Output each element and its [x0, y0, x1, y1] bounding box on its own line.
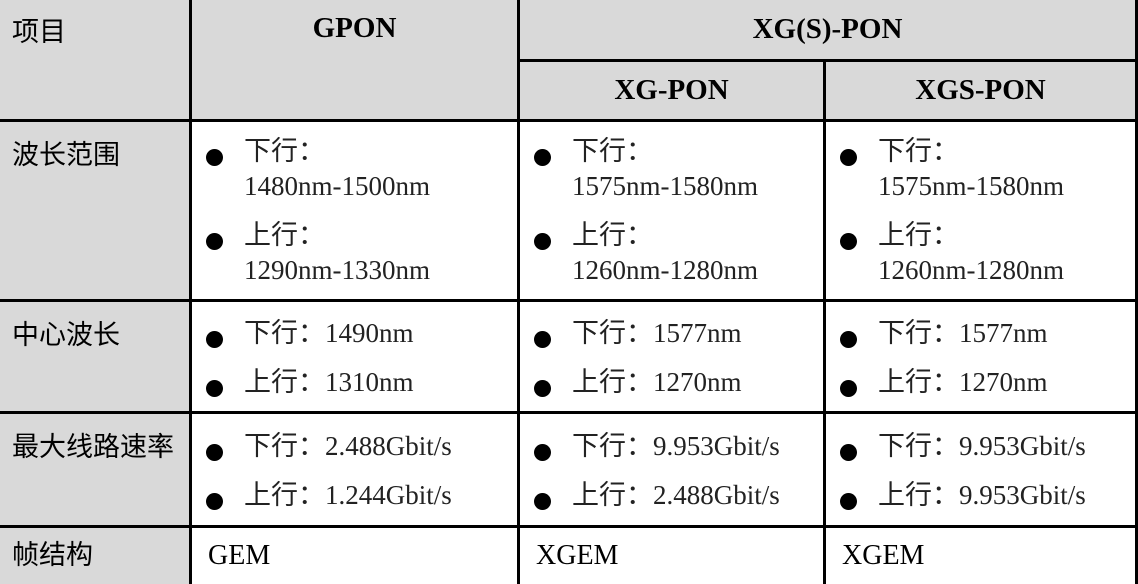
frame-structure-value: GEM: [208, 540, 271, 571]
frame-structure-value: XGEM: [536, 540, 619, 571]
cell-xg-pon-center-wavelength: 下行：1577nm 上行：1270nm: [520, 302, 826, 414]
cell-xgs-pon-center-wavelength: 下行：1577nm 上行：1270nm: [826, 302, 1138, 414]
bullet-text: 上行：9.953Gbit/s: [878, 480, 1086, 510]
bullet-icon: [206, 493, 223, 510]
bullet-icon: [206, 233, 223, 250]
bullet-icon: [534, 380, 551, 397]
header-xgs-pon: XGS-PON: [826, 62, 1138, 122]
bullet-text: 上行：1310nm: [244, 367, 414, 397]
row-label-center-wavelength: 中心波长: [0, 302, 192, 414]
cell-gpon-frame-structure: GEM: [192, 528, 520, 584]
bullet-text: 下行：1577nm: [572, 318, 742, 348]
header-item: 项目: [0, 0, 192, 122]
bullet-icon: [840, 444, 857, 461]
bullet-text: 上行：2.488Gbit/s: [572, 480, 780, 510]
bullet-text-value: 1260nm-1280nm: [878, 255, 1064, 285]
bullet-text-value: 1480nm-1500nm: [244, 171, 430, 201]
cell-gpon-wavelength-range: 下行： 1480nm-1500nm 上行： 1290nm-1330nm: [192, 122, 520, 302]
cell-xg-pon-frame-structure: XGEM: [520, 528, 826, 584]
bullet-text: 下行：9.953Gbit/s: [878, 431, 1086, 461]
cell-xgs-pon-wavelength-range: 下行： 1575nm-1580nm 上行： 1260nm-1280nm: [826, 122, 1138, 302]
bullet-text: 下行：2.488Gbit/s: [244, 431, 452, 461]
bullet-text: 下行：: [572, 136, 653, 166]
bullet-icon: [840, 149, 857, 166]
bullet-text: 上行：1270nm: [572, 367, 742, 397]
frame-structure-value: XGEM: [842, 540, 925, 571]
bullet-text: 下行：: [878, 136, 959, 166]
bullet-text: 上行：: [244, 220, 325, 250]
bullet-text: 下行：1577nm: [878, 318, 1048, 348]
bullet-icon: [840, 493, 857, 510]
bullet-icon: [206, 444, 223, 461]
bullet-icon: [840, 380, 857, 397]
bullet-text: 下行：1490nm: [244, 318, 414, 348]
bullet-text: 上行：1270nm: [878, 367, 1048, 397]
row-label-max-line-rate: 最大线路速率: [0, 414, 192, 528]
bullet-text: 上行：1.244Gbit/s: [244, 480, 452, 510]
header-gpon: GPON: [192, 0, 520, 122]
cell-xgs-pon-max-line-rate: 下行：9.953Gbit/s 上行：9.953Gbit/s: [826, 414, 1138, 528]
row-label-frame-structure: 帧结构: [0, 528, 192, 584]
bullet-text-value: 1260nm-1280nm: [572, 255, 758, 285]
bullet-text: 下行：: [244, 136, 325, 166]
bullet-icon: [840, 331, 857, 348]
bullet-icon: [534, 233, 551, 250]
bullet-text: 下行：9.953Gbit/s: [572, 431, 780, 461]
bullet-icon: [534, 493, 551, 510]
cell-xgs-pon-frame-structure: XGEM: [826, 528, 1138, 584]
bullet-icon: [206, 149, 223, 166]
bullet-text: 上行：: [878, 220, 959, 250]
bullet-text: 上行：: [572, 220, 653, 250]
bullet-text-value: 1290nm-1330nm: [244, 255, 430, 285]
row-label-wavelength-range: 波长范围: [0, 122, 192, 302]
bullet-icon: [534, 331, 551, 348]
bullet-text-value: 1575nm-1580nm: [878, 171, 1064, 201]
bullet-text-value: 1575nm-1580nm: [572, 171, 758, 201]
bullet-icon: [534, 444, 551, 461]
bullet-icon: [206, 380, 223, 397]
bullet-icon: [534, 149, 551, 166]
bullet-icon: [840, 233, 857, 250]
cell-xg-pon-wavelength-range: 下行： 1575nm-1580nm 上行： 1260nm-1280nm: [520, 122, 826, 302]
header-xg-pon: XG-PON: [520, 62, 826, 122]
cell-gpon-max-line-rate: 下行：2.488Gbit/s 上行：1.244Gbit/s: [192, 414, 520, 528]
cell-xg-pon-max-line-rate: 下行：9.953Gbit/s 上行：2.488Gbit/s: [520, 414, 826, 528]
header-xgs-group: XG(S)-PON: [520, 0, 1138, 62]
cell-gpon-center-wavelength: 下行：1490nm 上行：1310nm: [192, 302, 520, 414]
bullet-icon: [206, 331, 223, 348]
